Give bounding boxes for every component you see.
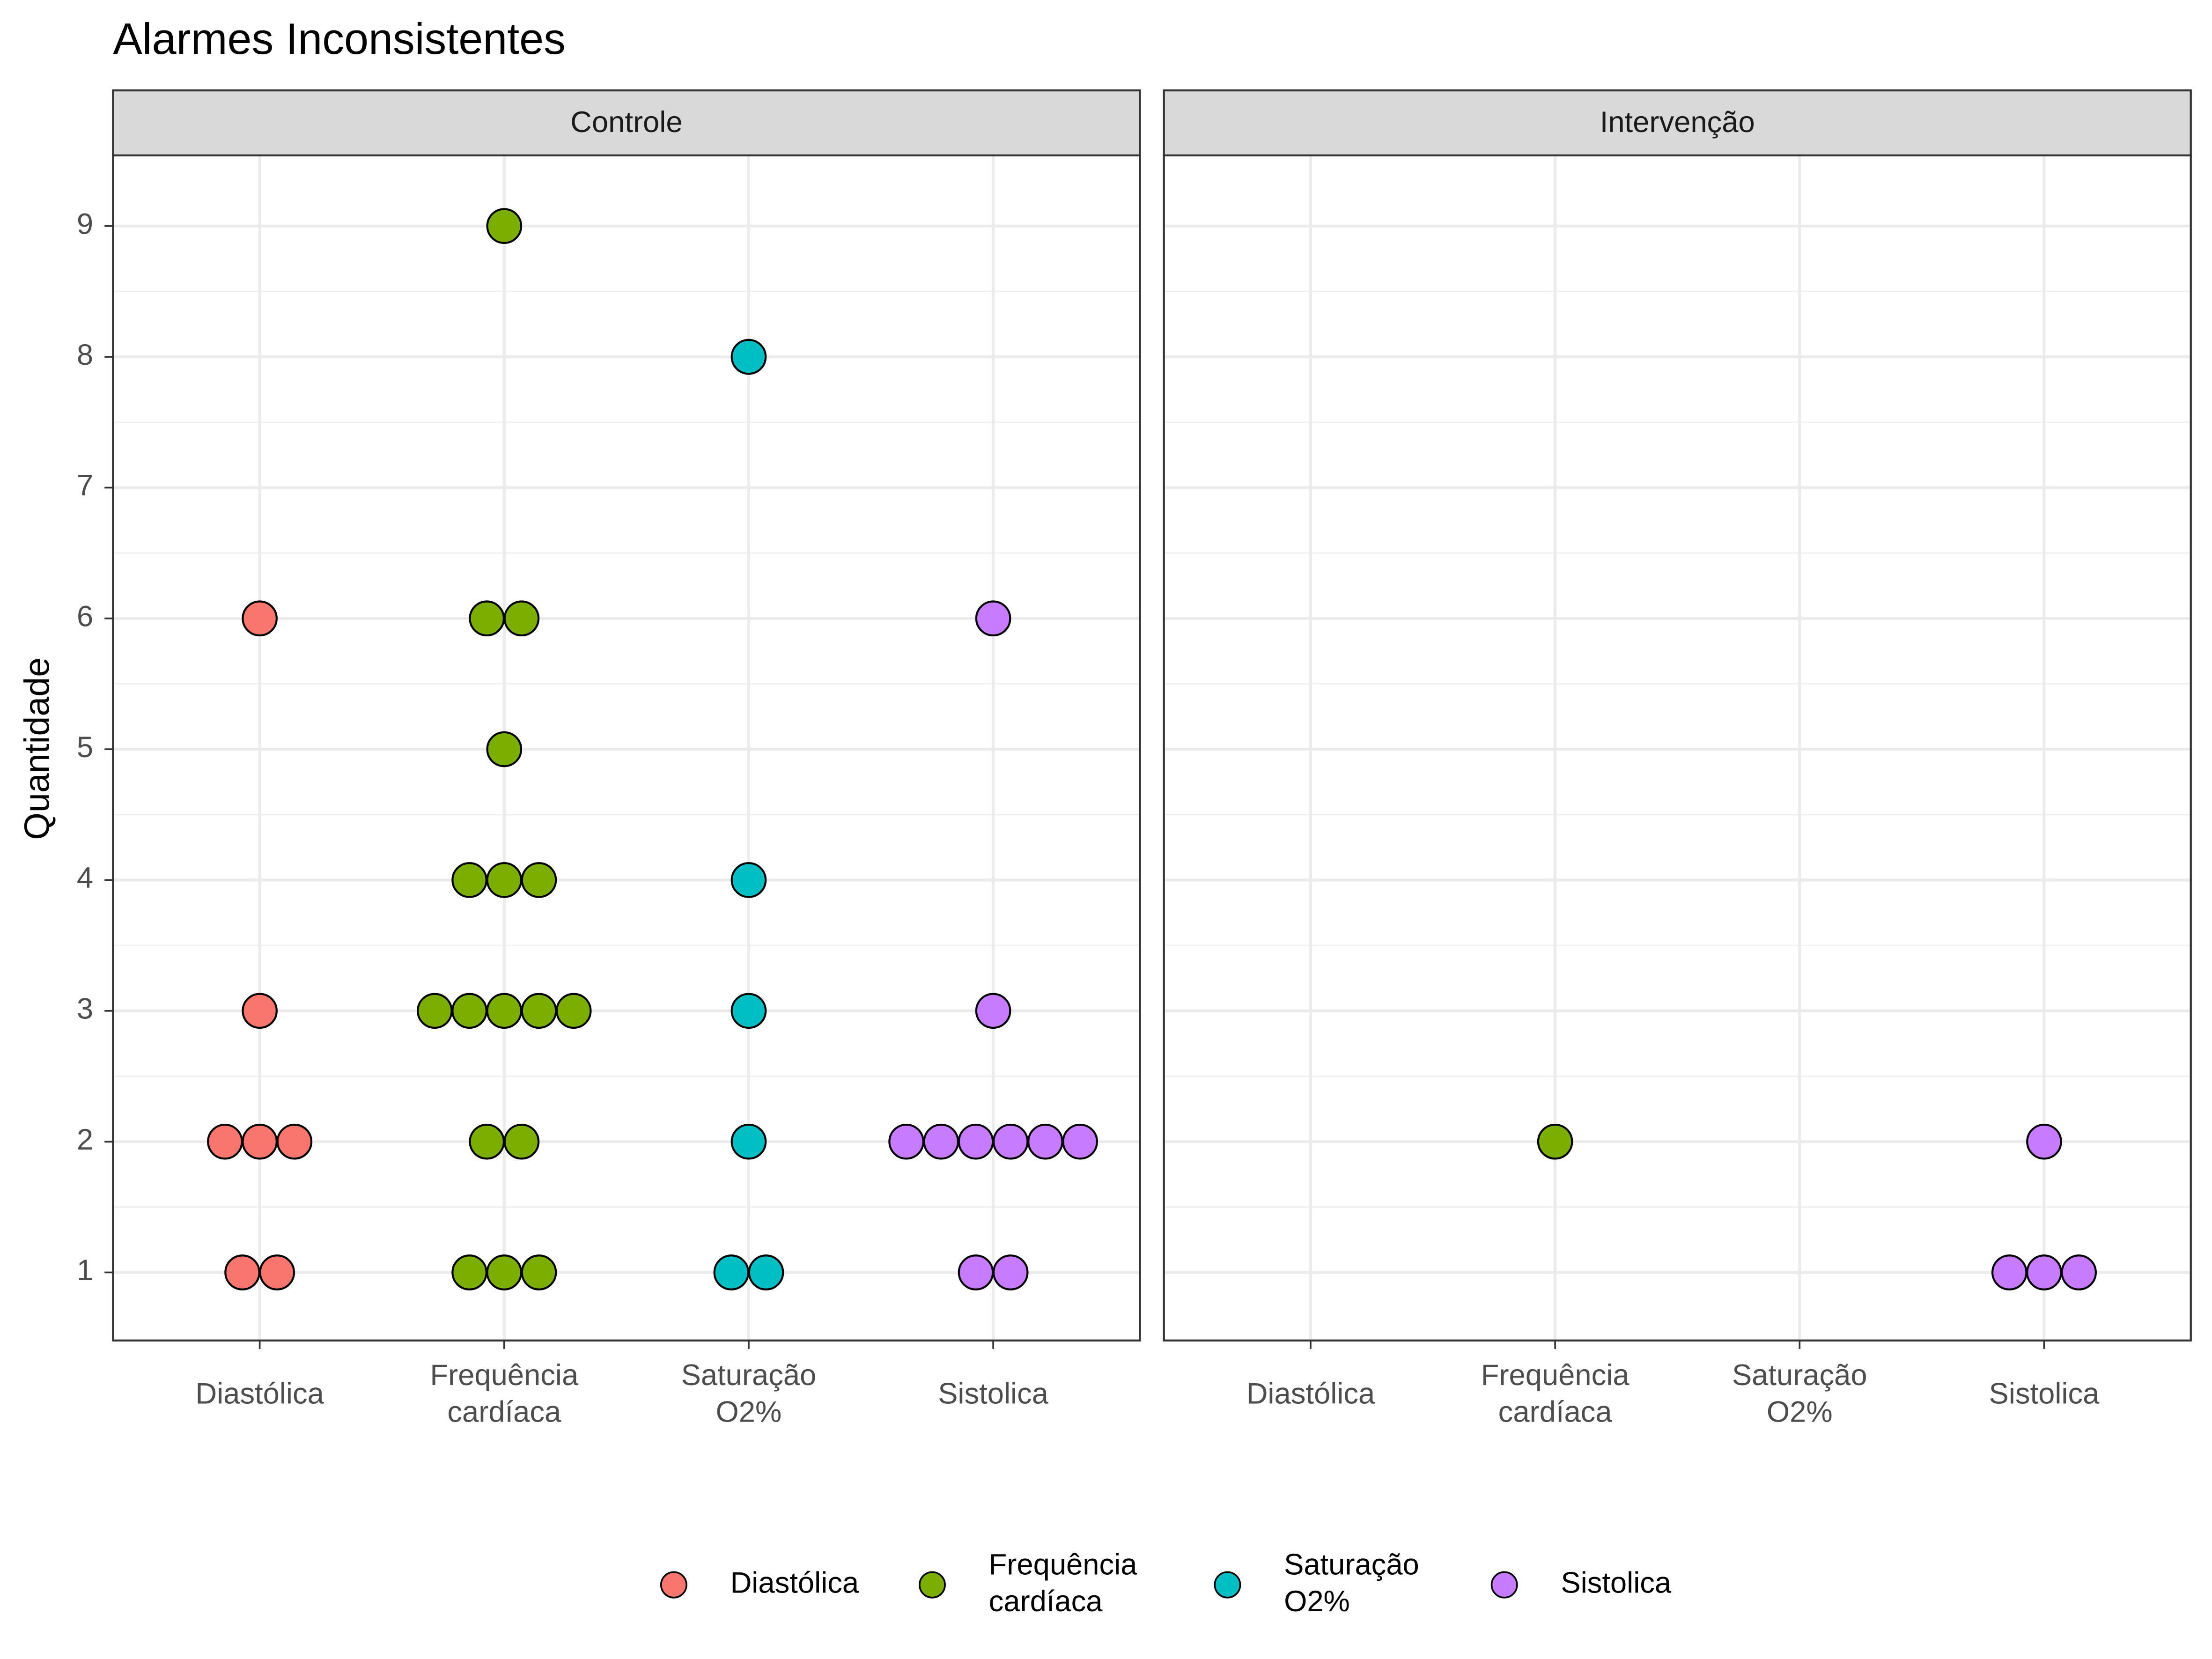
x-tick-label: Sistolica [938, 1377, 1049, 1410]
legend-marker [660, 1571, 687, 1599]
dot [2026, 1123, 2062, 1160]
chart-title: Alarmes Inconsistentes [113, 14, 566, 63]
legend-marker [1490, 1571, 1518, 1599]
dot [2061, 1254, 2097, 1290]
dot [417, 993, 453, 1029]
dot [888, 1123, 924, 1160]
x-tick-label: Diastólica [1246, 1377, 1375, 1410]
dot [242, 1123, 278, 1160]
dot [451, 993, 487, 1029]
y-tick-label: 3 [77, 993, 93, 1025]
y-tick-label: 4 [77, 862, 93, 894]
legend-label: Diastólica [730, 1566, 859, 1599]
y-tick-label: 8 [77, 339, 93, 371]
legend-label: Sistolica [1561, 1566, 1672, 1599]
dot [958, 1123, 994, 1160]
dot [555, 993, 592, 1029]
facet-label: Intervenção [1600, 106, 1755, 139]
dot [730, 1123, 767, 1160]
dot [992, 1123, 1029, 1160]
dot [713, 1254, 750, 1290]
dot [923, 1123, 959, 1160]
dot [486, 862, 523, 898]
dot [1537, 1123, 1573, 1160]
dot [730, 993, 767, 1029]
dot [224, 1254, 260, 1290]
dot [1027, 1123, 1063, 1160]
dot [451, 1254, 487, 1290]
dot [503, 1123, 540, 1160]
dot [259, 1254, 295, 1290]
dot [469, 1123, 505, 1160]
dot [730, 339, 767, 375]
dot [975, 600, 1011, 637]
x-tick-label: Saturação O2% [681, 1359, 817, 1428]
legend-label: Saturação O2% [1284, 1548, 1419, 1617]
facet-strip [112, 89, 1141, 156]
y-tick-label: 1 [77, 1254, 93, 1287]
y-tick-label: 7 [77, 469, 93, 502]
x-tick-label: Diastólica [195, 1377, 324, 1410]
dot [242, 993, 278, 1029]
x-tick-label: Saturação O2% [1732, 1359, 1867, 1428]
legend-label: Frequência cardíaca [989, 1548, 1138, 1617]
y-axis-title: Quantidade [17, 657, 56, 840]
dot [207, 1123, 243, 1160]
dot [975, 993, 1011, 1029]
facet-label: Controle [570, 106, 682, 139]
dot [748, 1254, 784, 1290]
y-tick-label: 6 [77, 600, 93, 633]
dot [1991, 1254, 2028, 1290]
dot [1062, 1123, 1098, 1160]
legend-marker [918, 1571, 946, 1599]
x-tick-label: Frequência cardíaca [430, 1359, 579, 1428]
facet-strip [1163, 89, 2192, 156]
dot [2026, 1254, 2062, 1290]
dot [521, 862, 557, 898]
dot [992, 1254, 1029, 1290]
dot [451, 862, 487, 898]
dot [521, 1254, 557, 1290]
dot [503, 600, 540, 637]
x-tick-label: Sistolica [1989, 1377, 2100, 1410]
legend-marker [1214, 1571, 1241, 1599]
x-tick-label: Frequência cardíaca [1481, 1359, 1630, 1428]
dot [276, 1123, 313, 1160]
dot [521, 993, 557, 1029]
dot [486, 208, 523, 244]
y-tick-label: 5 [77, 731, 93, 764]
dot [958, 1254, 994, 1290]
dot [486, 731, 523, 767]
dot [486, 993, 523, 1029]
dot [242, 600, 278, 637]
dot [486, 1254, 523, 1290]
dot [469, 600, 505, 637]
y-tick-label: 2 [77, 1123, 93, 1156]
y-tick-label: 9 [77, 207, 93, 240]
dot [730, 862, 767, 898]
